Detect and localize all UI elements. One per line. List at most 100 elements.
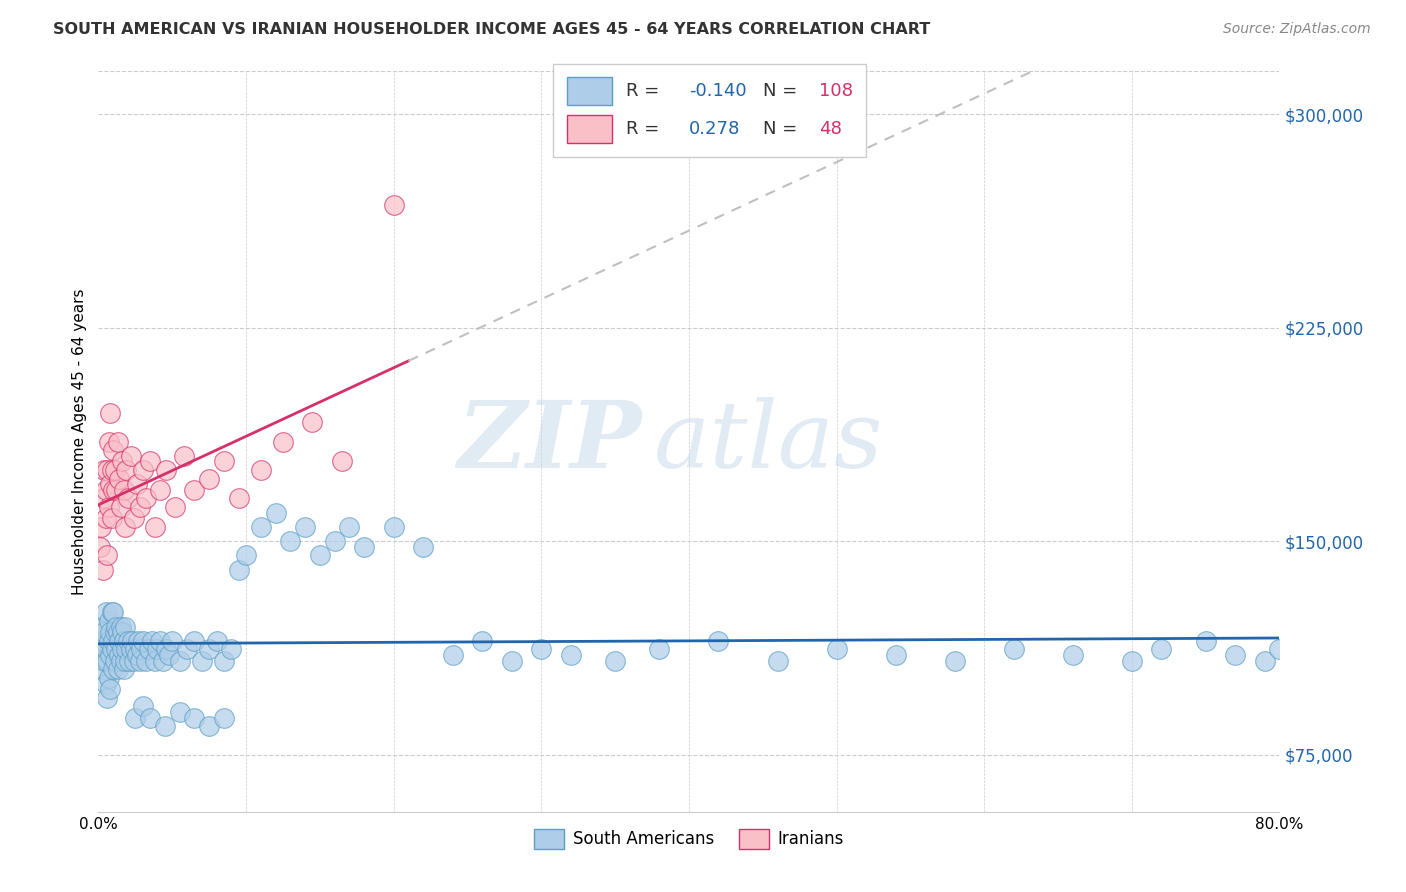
Point (97, 633, 120, 648)
Point (766, 654, 789, 668)
Point (117, 491, 139, 506)
Point (129, 642, 152, 657)
Point (111, 625, 134, 640)
Point (825, 642, 848, 657)
Point (146, 642, 169, 657)
Point (353, 540, 375, 554)
Point (103, 606, 125, 620)
Point (122, 654, 145, 668)
Point (132, 463, 155, 477)
Point (169, 705, 191, 719)
Point (112, 662, 135, 676)
Point (149, 633, 172, 648)
Point (412, 540, 434, 554)
Point (115, 463, 138, 477)
Point (103, 633, 125, 648)
Point (183, 711, 205, 725)
Bar (567, 77, 612, 104)
Point (90, 633, 112, 648)
Point (100, 463, 122, 477)
Point (309, 549, 332, 563)
Point (114, 620, 136, 634)
Point (117, 633, 139, 648)
Point (91, 563, 114, 577)
Point (382, 198, 405, 212)
Point (141, 633, 163, 648)
Bar (567, 115, 612, 144)
Point (104, 625, 127, 640)
Text: SOUTH AMERICAN VS IRANIAN HOUSEHOLDER INCOME AGES 45 - 64 YEARS CORRELATION CHAR: SOUTH AMERICAN VS IRANIAN HOUSEHOLDER IN… (53, 22, 931, 37)
Point (250, 520, 273, 534)
Point (176, 642, 198, 657)
Point (143, 654, 166, 668)
Point (323, 534, 346, 549)
Point (135, 491, 157, 506)
Point (339, 520, 361, 534)
Point (301, 415, 323, 429)
Point (441, 648, 464, 662)
Text: ZIP: ZIP (457, 397, 641, 486)
Point (221, 642, 243, 657)
Text: 108: 108 (818, 81, 853, 100)
Point (89, 648, 111, 662)
Point (138, 642, 160, 657)
Point (1062, 648, 1084, 662)
FancyBboxPatch shape (553, 64, 866, 156)
Point (107, 625, 129, 640)
Point (153, 719, 176, 733)
Point (103, 483, 125, 497)
Point (108, 633, 131, 648)
Point (104, 654, 127, 668)
Point (501, 654, 523, 668)
Point (471, 633, 494, 648)
Point (560, 648, 582, 662)
Text: 48: 48 (818, 120, 842, 138)
Point (112, 633, 135, 648)
Point (228, 491, 250, 506)
Point (94, 606, 117, 620)
Point (98, 406, 121, 420)
Point (98, 477, 121, 491)
Point (112, 483, 135, 497)
Point (128, 654, 150, 668)
Point (125, 477, 148, 491)
Point (152, 654, 174, 668)
Legend: South Americans, Iranians: South Americans, Iranians (527, 822, 851, 855)
Text: -0.140: -0.140 (689, 81, 747, 100)
Point (94, 483, 117, 497)
Point (198, 719, 221, 733)
Point (122, 511, 145, 525)
Point (1195, 633, 1218, 648)
Point (93, 654, 115, 668)
Y-axis label: Householder Income Ages 45 - 64 years: Householder Income Ages 45 - 64 years (72, 288, 87, 595)
Point (91, 662, 114, 676)
Point (132, 633, 155, 648)
Point (94, 642, 117, 657)
Point (149, 483, 172, 497)
Text: N =: N = (763, 120, 803, 138)
Point (97, 434, 120, 449)
Point (98, 682, 121, 697)
Point (93, 491, 115, 506)
Point (100, 642, 122, 657)
Point (89, 540, 111, 554)
Point (107, 434, 129, 449)
Point (212, 454, 235, 468)
Point (124, 642, 146, 657)
Point (228, 563, 250, 577)
Point (1254, 654, 1277, 668)
Point (191, 654, 214, 668)
Point (98, 648, 121, 662)
Point (1225, 648, 1247, 662)
Point (212, 711, 235, 725)
Point (94, 511, 117, 525)
Point (124, 711, 146, 725)
Point (104, 463, 127, 477)
Point (96, 690, 118, 705)
Point (1268, 642, 1291, 657)
Point (96, 549, 118, 563)
Point (943, 654, 966, 668)
Point (143, 520, 166, 534)
Point (198, 472, 221, 486)
Point (165, 500, 187, 514)
